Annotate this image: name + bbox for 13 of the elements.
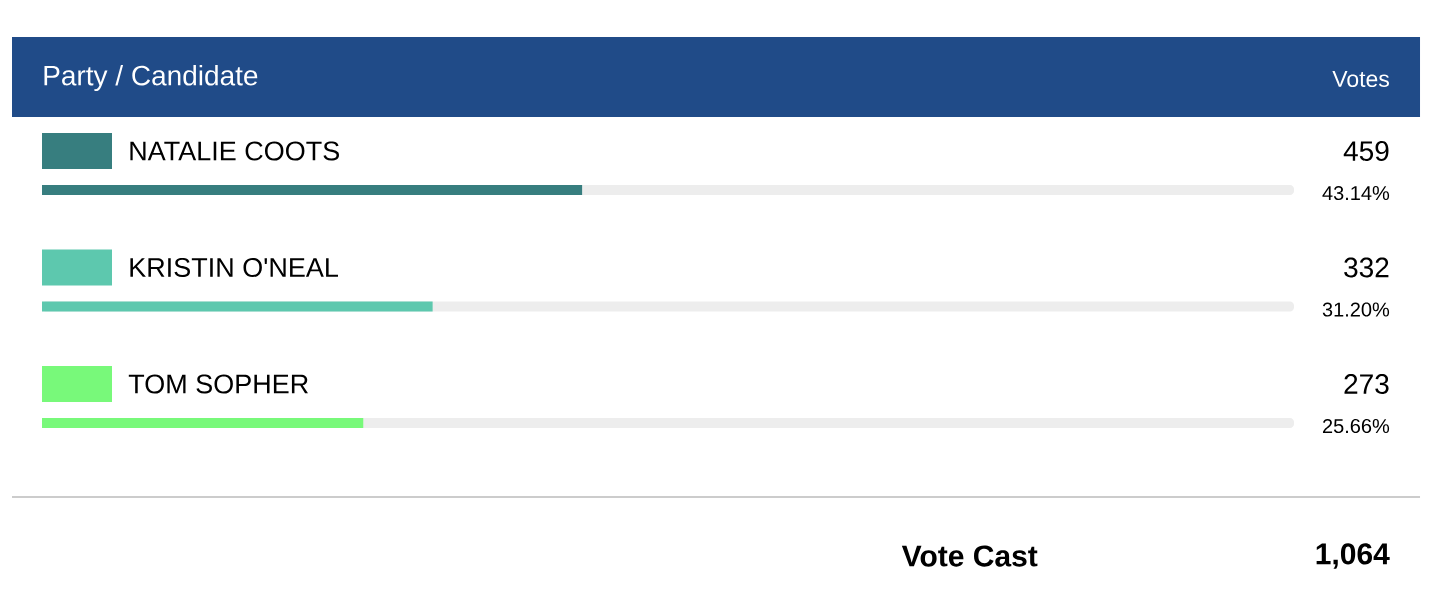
text: Votes [1332, 70, 1389, 88]
text: 459 [1343, 141, 1389, 161]
text: 273 [1344, 374, 1389, 394]
y-tick-label: NATALIE COOTS [130, 141, 339, 161]
y-tick-label: KRISTIN O'NEAL [130, 257, 338, 278]
text: 332 [1344, 257, 1389, 278]
data-label: 25.66% [1322, 418, 1390, 434]
y-axis-title: Party / Candidate [44, 64, 258, 92]
text: Vote Cast [901, 545, 1038, 567]
data-label: 31.20% [1322, 302, 1390, 317]
text: 1,064 [1316, 543, 1390, 569]
data-label: 43.14% [1322, 185, 1390, 201]
y-tick-label: TOM SOPHER [128, 374, 308, 394]
